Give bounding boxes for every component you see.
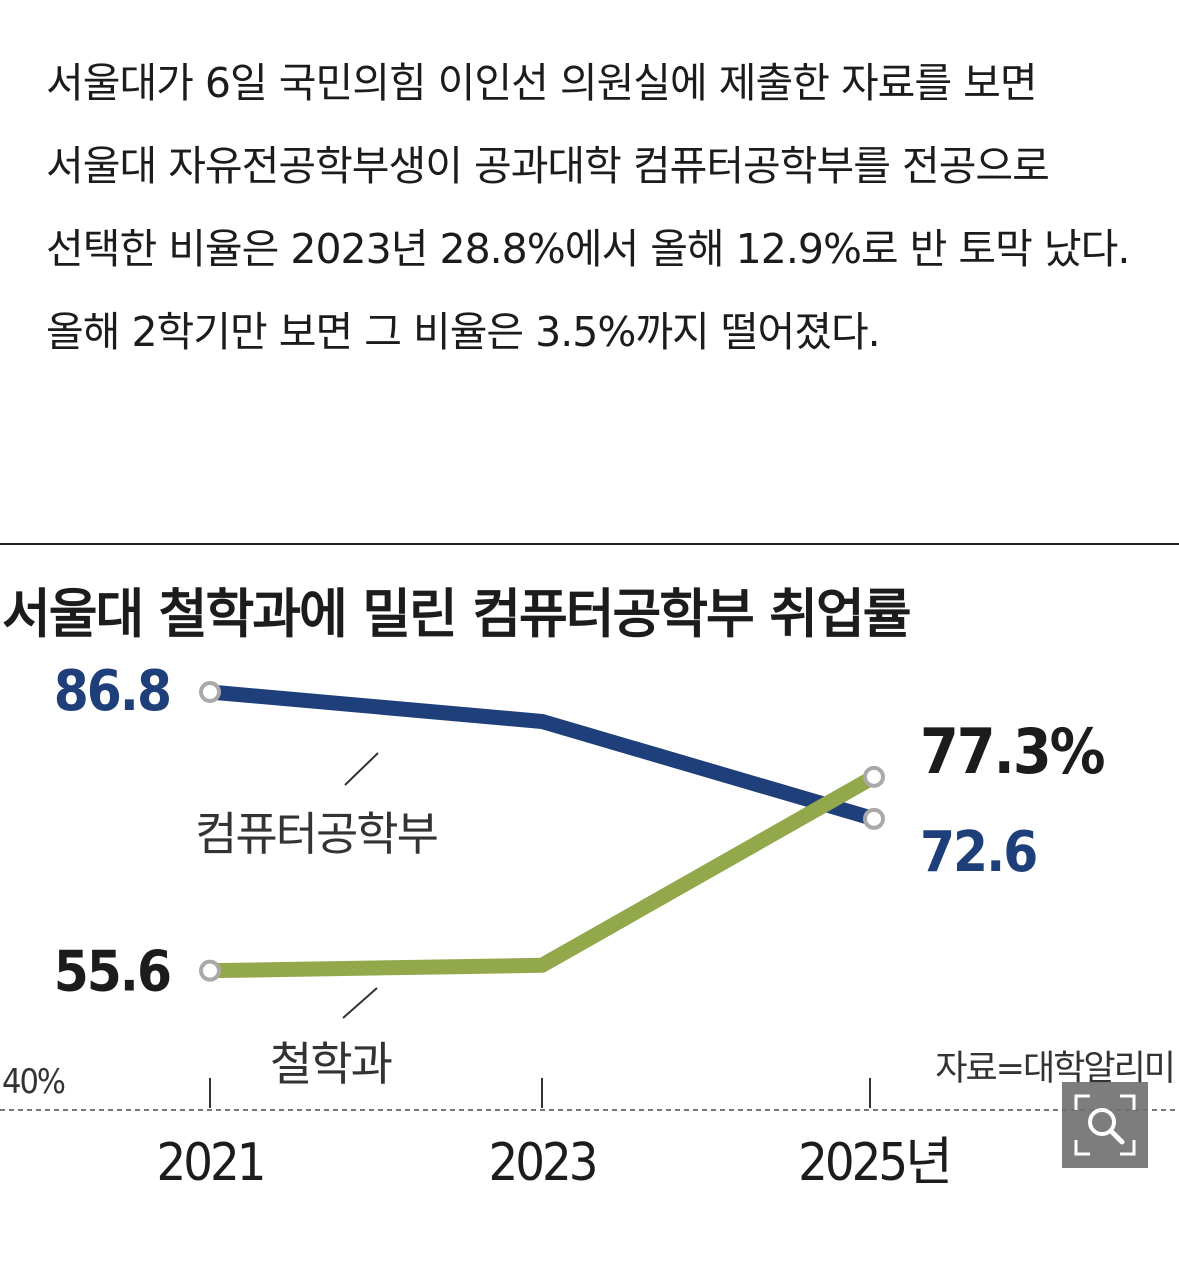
series-line [202, 769, 882, 979]
data-label: 86.8 [54, 659, 170, 724]
data-point [199, 959, 221, 982]
x-tick-label: 2021 [156, 1133, 263, 1193]
series-leader-line [342, 987, 378, 1019]
x-tick-label: 2023 [488, 1133, 595, 1193]
data-point [863, 807, 885, 830]
chart-title: 서울대 철학과에 밀린 컴퓨터공학부 취업률 [2, 584, 910, 645]
employment-rate-line-chart: 서울대 철학과에 밀린 컴퓨터공학부 취업률 40% 자료=대학알리미 2021… [0, 543, 1179, 1193]
data-label: 72.6 [920, 820, 1036, 885]
magnifier-icon [1074, 1094, 1136, 1156]
data-point [199, 681, 221, 703]
data-label: 77.3% [920, 715, 1105, 788]
x-tick-label: 2025년 [798, 1133, 950, 1193]
series-name-label: 컴퓨터공학부 [195, 807, 437, 861]
series-leader-line [344, 752, 379, 786]
series-line [202, 684, 882, 827]
chart-container: 서울대 철학과에 밀린 컴퓨터공학부 취업률 40% 자료=대학알리미 2021… [0, 540, 1179, 1267]
series-name-label: 철학과 [270, 1037, 392, 1091]
article-paragraph: 서울대가 6일 국민의힘 이인선 의원실에 제출한 자료를 보면 서울대 자유전… [46, 59, 1130, 356]
data-label: 55.6 [54, 940, 170, 1005]
baseline-label: 40% [2, 1062, 65, 1102]
zoom-button[interactable] [1062, 1082, 1148, 1168]
data-point [863, 765, 885, 788]
